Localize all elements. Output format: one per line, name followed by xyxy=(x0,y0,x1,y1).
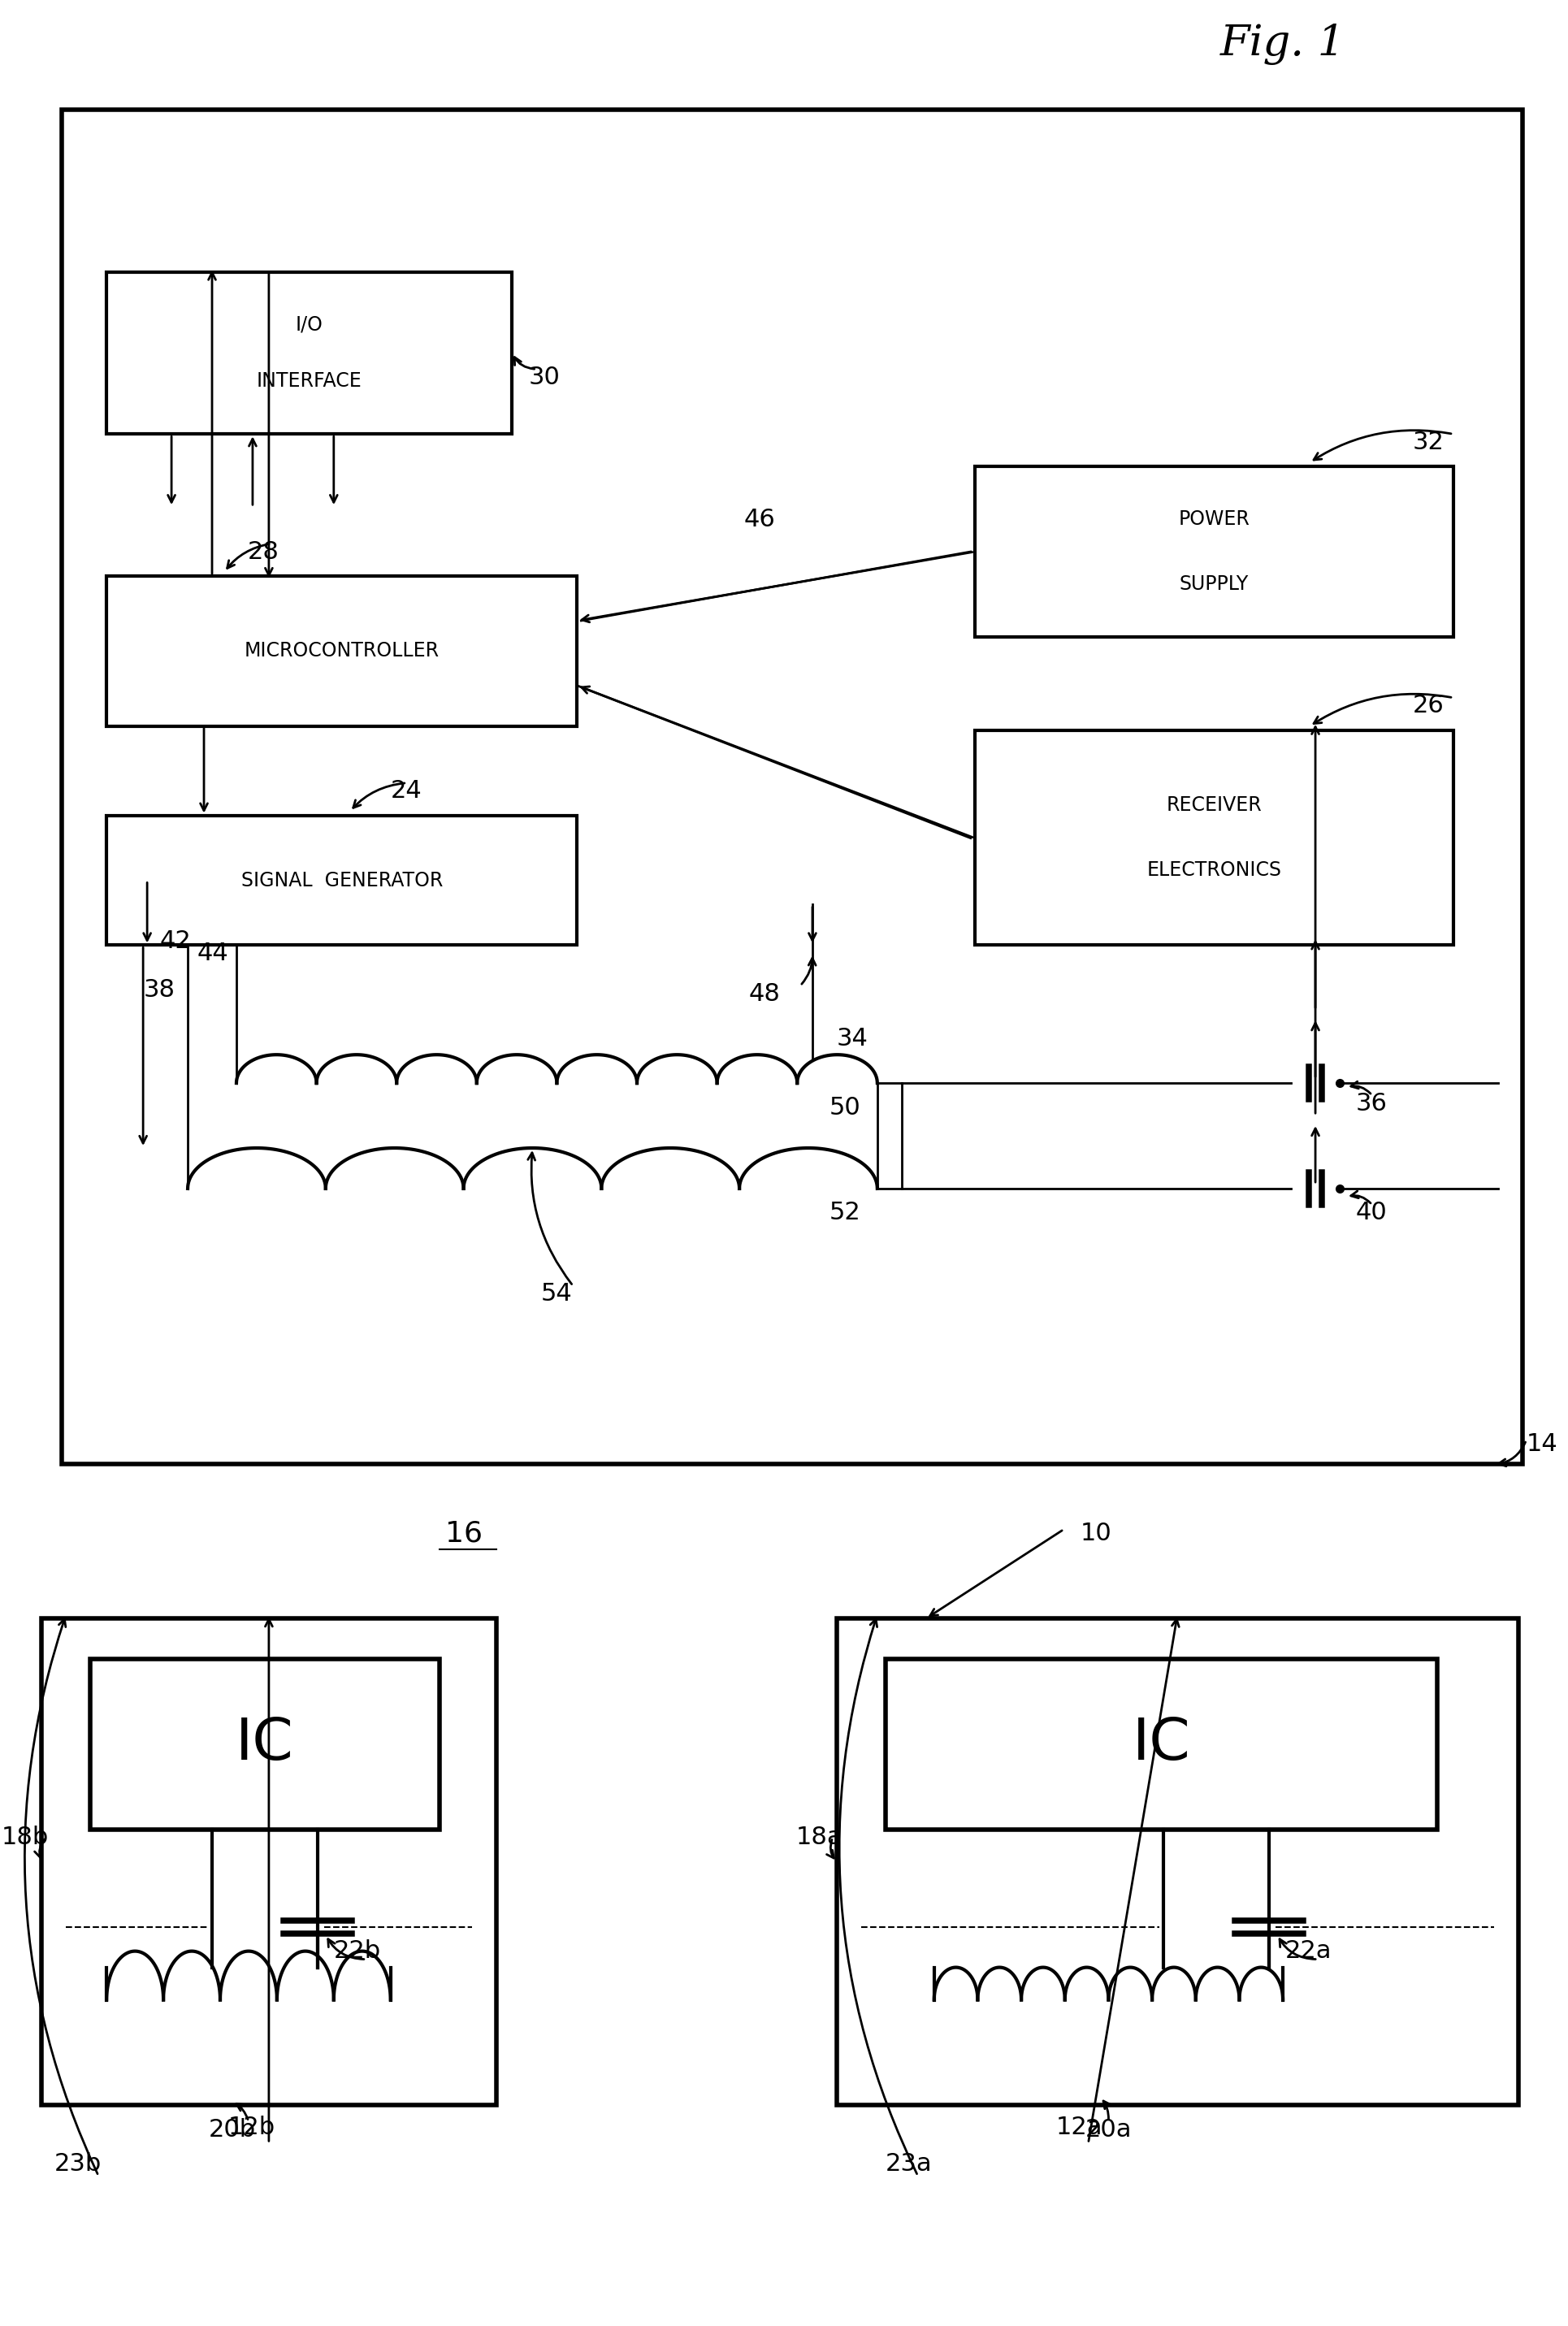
Text: 20a: 20a xyxy=(1085,2119,1132,2142)
Text: 24: 24 xyxy=(390,779,422,802)
Text: 18b: 18b xyxy=(2,1826,49,1849)
Text: 30: 30 xyxy=(528,365,560,388)
Text: 54: 54 xyxy=(541,1282,572,1305)
Text: 28: 28 xyxy=(248,540,279,563)
Text: 20b: 20b xyxy=(209,2119,256,2142)
Text: 12b: 12b xyxy=(229,2114,276,2140)
Text: 40: 40 xyxy=(1356,1200,1388,1226)
Text: 44: 44 xyxy=(198,942,229,965)
Text: 22a: 22a xyxy=(1286,1940,1333,1963)
Text: 16: 16 xyxy=(445,1519,483,1547)
Text: 22b: 22b xyxy=(334,1940,381,1963)
Text: MICROCONTROLLER: MICROCONTROLLER xyxy=(245,642,439,661)
Bar xyxy=(975,468,1454,637)
Bar xyxy=(91,1658,439,1831)
Text: 50: 50 xyxy=(829,1096,861,1119)
Text: IC: IC xyxy=(1132,1717,1190,1772)
Text: IC: IC xyxy=(235,1717,293,1772)
Bar xyxy=(886,1658,1436,1831)
Text: 36: 36 xyxy=(1356,1091,1388,1114)
Text: 10: 10 xyxy=(1080,1521,1112,1544)
Text: 23b: 23b xyxy=(53,2152,102,2175)
Text: 14: 14 xyxy=(1526,1433,1557,1456)
Text: RECEIVER: RECEIVER xyxy=(1167,795,1262,814)
Bar xyxy=(107,577,577,726)
Text: 48: 48 xyxy=(748,982,779,1005)
Text: 12a: 12a xyxy=(1055,2114,1102,2140)
Bar xyxy=(42,1619,495,2105)
Bar xyxy=(107,272,513,435)
Text: SIGNAL  GENERATOR: SIGNAL GENERATOR xyxy=(241,870,442,891)
Bar xyxy=(837,1619,1518,2105)
Text: SUPPLY: SUPPLY xyxy=(1179,575,1248,593)
Text: POWER: POWER xyxy=(1178,509,1250,528)
Text: 23a: 23a xyxy=(886,2152,933,2175)
Bar xyxy=(975,730,1454,944)
Text: 42: 42 xyxy=(160,930,191,954)
Text: 52: 52 xyxy=(829,1200,861,1226)
Text: Fig. 1: Fig. 1 xyxy=(1220,23,1345,65)
Text: 46: 46 xyxy=(743,507,776,530)
Text: 38: 38 xyxy=(144,977,176,1003)
Text: ELECTRONICS: ELECTRONICS xyxy=(1146,861,1281,879)
Bar xyxy=(63,109,1523,1465)
Text: 32: 32 xyxy=(1413,430,1444,454)
Text: I/O: I/O xyxy=(296,314,323,335)
Text: 18a: 18a xyxy=(797,1826,844,1849)
Text: INTERFACE: INTERFACE xyxy=(257,372,362,391)
Text: 34: 34 xyxy=(837,1026,869,1051)
Bar xyxy=(107,816,577,944)
Text: 26: 26 xyxy=(1413,693,1444,719)
